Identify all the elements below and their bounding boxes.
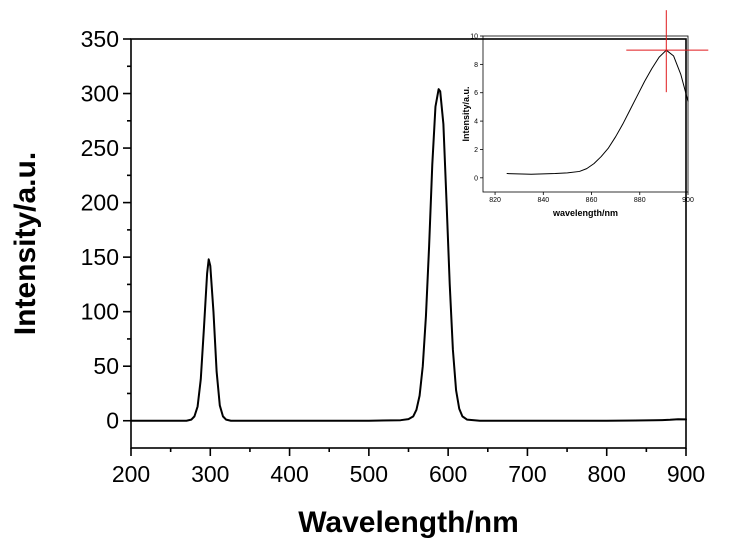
inset-series-line-0 [506, 49, 689, 175]
inset-y-tick-label: 2 [474, 147, 478, 154]
main-x-tick-label: 600 [429, 461, 467, 487]
main-plot: 200 300 400 500 600 700 800 9000501001502002503… [9, 26, 705, 539]
main-y-tick-label: 200 [81, 190, 119, 216]
inset-y-axis-title: Intensity/a.u. [461, 86, 471, 141]
main-x-axis-title: Wavelength/nm [298, 506, 519, 539]
main-x-tick-label: 700 [508, 461, 546, 487]
main-y-axis-title: Intensity/a.u. [9, 152, 42, 335]
inset-y-tick-label: 8 [474, 62, 478, 69]
inset-y-tick-label: 4 [474, 119, 478, 126]
main-x-tick-label: 900 [667, 461, 705, 487]
main-y-tick-label: 350 [81, 26, 119, 52]
main-x-tick-label: 800 [588, 461, 626, 487]
inset-plot-frame [482, 35, 689, 193]
inset-y-tick-label: 6 [474, 90, 478, 97]
main-y-tick-label: 100 [81, 299, 119, 325]
main-x-tick-label: 500 [350, 461, 388, 487]
main-series-line-0 [130, 88, 687, 422]
inset-x-tick-label: 900 [682, 197, 694, 204]
inset-x-tick-label: 880 [634, 197, 646, 204]
main-plot-frame [130, 38, 687, 449]
main-x-tick-label: 200 [112, 461, 150, 487]
inset-y-tick-label: 10 [470, 34, 478, 41]
main-y-tick-label: 300 [81, 81, 119, 107]
main-x-tick-label: 400 [270, 461, 308, 487]
inset-plot: 820 840 860 880 900 0 2 4 6 8 10 wavelength/nm Inten… [461, 10, 709, 218]
inset-x-tick-label: 840 [537, 197, 549, 204]
inset-x-axis-title: wavelength/nm [552, 208, 618, 218]
inset-y-tick-label: 0 [474, 175, 478, 182]
main-y-tick-label: 0 [106, 408, 119, 434]
main-x-tick-label: 300 [191, 461, 229, 487]
main-y-tick-label: 150 [81, 244, 119, 270]
inset-x-tick-label: 860 [586, 197, 598, 204]
main-y-tick-label: 250 [81, 135, 119, 161]
main-y-tick-label: 50 [93, 353, 119, 379]
inset-x-tick-label: 820 [489, 197, 501, 204]
